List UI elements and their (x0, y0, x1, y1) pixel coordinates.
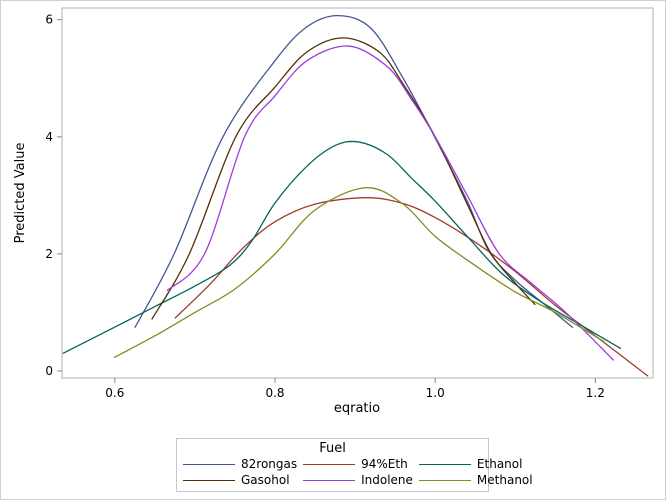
y-tick-label: 0 (45, 364, 53, 378)
legend-swatch (183, 463, 235, 465)
legend-label: Methanol (476, 473, 533, 487)
legend-item: 82rongas (183, 456, 297, 472)
x-tick-label: 1.0 (426, 386, 445, 400)
x-tick-label: 0.6 (105, 386, 124, 400)
series-line-ethanol (62, 140, 622, 354)
x-tick-label: 0.8 (265, 386, 284, 400)
legend-swatch (418, 463, 471, 465)
y-axis-label: Predicted Value (13, 143, 28, 244)
legend-label: Indolene (361, 473, 413, 487)
legend-item: Gasohol (183, 472, 297, 488)
legend-swatch (303, 479, 356, 481)
series-line-gasohol (151, 37, 536, 320)
series-line-82rongas (134, 14, 574, 329)
legend: Fuel 82rongas 94%Eth Ethanol Gasohol Indolen… (176, 438, 533, 492)
legend-item: Ethanol (418, 456, 533, 472)
legend-label: 82rongas (241, 457, 298, 471)
legend-swatch (183, 479, 235, 481)
legend-item: Indolene (303, 472, 413, 488)
legend-label: Ethanol (476, 457, 523, 471)
y-tick-label: 2 (45, 247, 53, 261)
legend-item: Methanol (418, 472, 533, 488)
legend-label: 94%Eth (361, 457, 408, 471)
legend-title: Fuel (319, 441, 346, 456)
legend-item: 94%Eth (303, 456, 413, 472)
y-tick-label: 6 (45, 13, 53, 27)
x-axis-label: eqratio (334, 401, 380, 416)
x-tick-label: 1.2 (586, 386, 605, 400)
legend-swatch (303, 463, 356, 465)
series-line-indolene (166, 45, 615, 361)
legend-label: Gasohol (241, 473, 290, 487)
series-line-94eth (174, 197, 649, 377)
legend-swatch (418, 479, 471, 481)
y-tick-label: 4 (45, 130, 53, 144)
plot-area (61, 7, 654, 379)
series-line-methanol (113, 187, 605, 359)
